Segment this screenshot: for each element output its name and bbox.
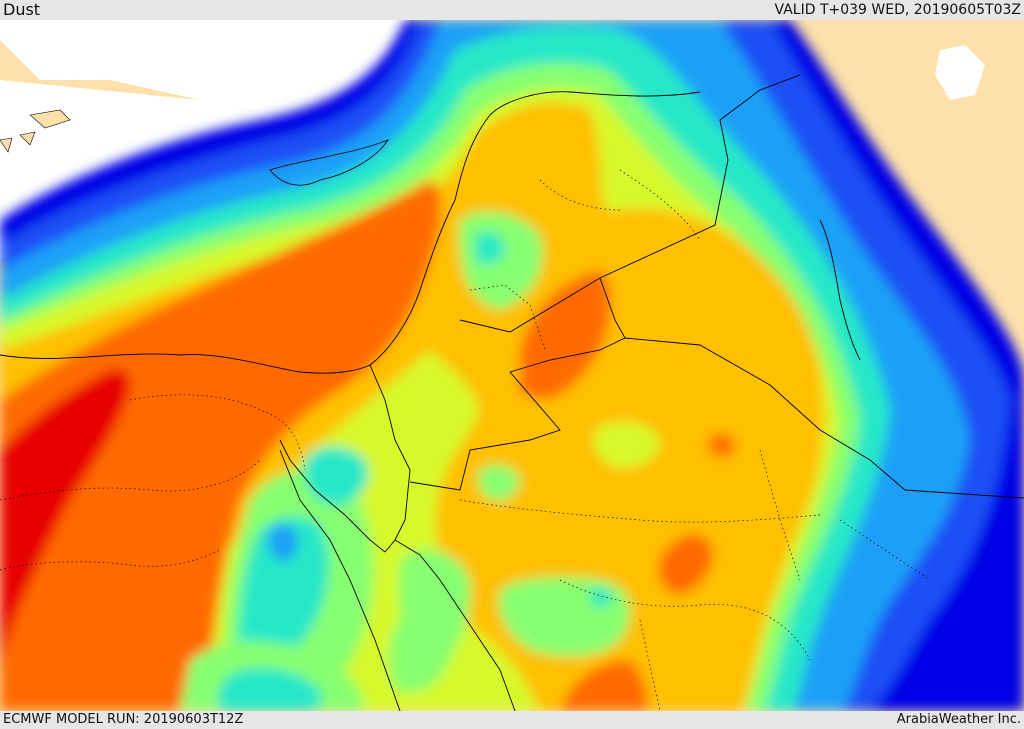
caspian-sea [935, 45, 985, 100]
credit: ArabiaWeather Inc. [896, 712, 1021, 727]
dust-forecast-map [0, 20, 1024, 711]
dust-cell-cyan-south [218, 667, 322, 711]
dust-level-7-north-africa [0, 180, 441, 711]
header-bar: Dust VALID T+039 WED, 20190605T03Z [0, 0, 1024, 20]
footer-bar: ECMWF MODEL RUN: 20190603T12Z ArabiaWeat… [0, 711, 1024, 729]
map-title: Dust [3, 0, 41, 19]
dust-cell-green-iraq [593, 421, 660, 469]
dust-cell-blue-sinai [268, 524, 299, 562]
dust-cell-cyan-najd [590, 587, 612, 608]
dust-level-7-iraq [520, 270, 611, 400]
dust-level-7-kuwait [708, 433, 736, 457]
aegean-islands [0, 109, 71, 153]
dust-level-7-yemen [560, 660, 648, 711]
dust-level-8 [0, 369, 130, 670]
dust-cell-green-jordan [477, 464, 520, 501]
valid-time: VALID T+039 WED, 20190605T03Z [774, 2, 1021, 18]
dust-level-7-saudi [658, 534, 714, 595]
dust-cell-cyan-syria [475, 232, 505, 265]
model-run: ECMWF MODEL RUN: 20190603T12Z [3, 712, 244, 727]
cyprus-outline [269, 139, 390, 186]
internal-borders [0, 169, 931, 711]
dust-cell-green-redsea [388, 611, 455, 693]
dust-cell-cyan-north [304, 446, 369, 506]
dust-level-6 [0, 102, 824, 711]
